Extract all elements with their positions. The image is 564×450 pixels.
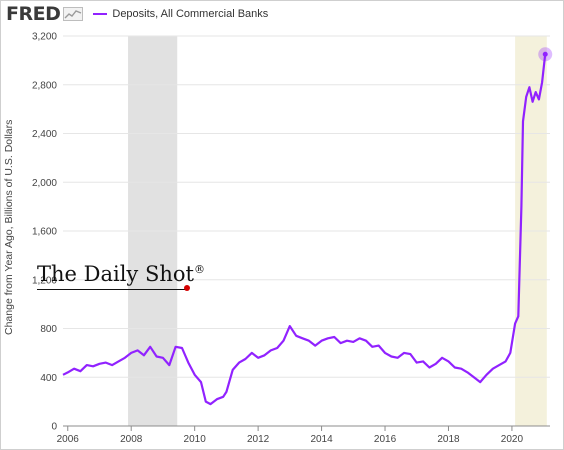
last-point-marker (542, 51, 548, 57)
x-tick-label: 2006 (57, 434, 80, 445)
y-tick-label: 0 (51, 422, 57, 433)
y-tick-label: 1,600 (32, 227, 57, 238)
y-tick-label: 2,400 (32, 129, 57, 140)
watermark-dot (184, 285, 190, 291)
y-axis-label: Change from Year Ago, Billions of U.S. D… (3, 119, 15, 335)
fred-logo: FRED (6, 3, 61, 25)
y-tick-label: 800 (40, 324, 57, 335)
line-chart-icon (63, 7, 84, 21)
x-tick-label: 2008 (120, 434, 143, 445)
x-tick-label: 2012 (247, 434, 270, 445)
registered-mark: ® (193, 263, 205, 276)
watermark-underline (37, 289, 185, 290)
series-line (62, 54, 547, 406)
chart-header: FRED Deposits, All Commercial Banks (6, 3, 268, 25)
watermark-text: The Daily Shot (37, 262, 194, 286)
y-tick-label: 1,200 (32, 275, 57, 286)
legend-label[interactable]: Deposits, All Commercial Banks (112, 8, 269, 20)
x-tick-label: 2010 (184, 434, 207, 445)
x-tick-label: 2014 (310, 434, 333, 445)
y-tick-label: 400 (40, 373, 57, 384)
legend-swatch (93, 13, 108, 15)
daily-shot-watermark: The Daily Shot® (37, 262, 205, 286)
x-tick-label: 2018 (437, 434, 460, 445)
x-tick-label: 2020 (501, 434, 524, 445)
y-tick-label: 2,800 (32, 80, 57, 91)
y-tick-label: 2,000 (32, 178, 57, 189)
x-tick-label: 2016 (374, 434, 397, 445)
y-tick-label: 3,200 (32, 32, 57, 43)
